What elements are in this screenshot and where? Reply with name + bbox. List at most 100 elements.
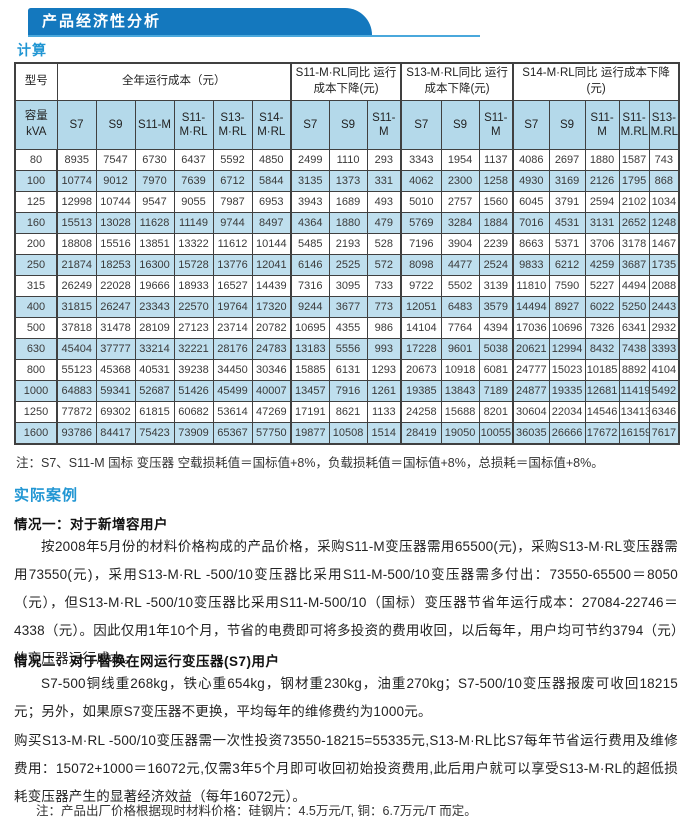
cost-value-cell: 1884 xyxy=(478,212,514,234)
cost-value-cell: 20673 xyxy=(400,359,442,381)
cost-value-cell: 479 xyxy=(366,212,402,234)
cost-value-cell: 528 xyxy=(366,233,402,255)
cost-value-cell: 7016 xyxy=(512,212,550,234)
cost-value-cell: 1133 xyxy=(366,401,402,423)
cost-value-cell: 6712 xyxy=(212,170,253,192)
cost-value-cell: 15728 xyxy=(173,254,214,276)
cost-value-cell: 13413 xyxy=(618,401,650,423)
cost-value-cell: 40531 xyxy=(134,359,175,381)
capacity-value-cell: 250 xyxy=(14,254,58,276)
cost-value-cell: 47269 xyxy=(251,401,292,423)
col-header-model: 型号 xyxy=(14,62,58,101)
cost-value-cell: 4259 xyxy=(584,254,620,276)
cost-value-cell: 13843 xyxy=(440,380,480,402)
case2-body-2: 购买S13-M·RL -500/10变压器需一次性投资73550-18215=5… xyxy=(14,733,678,804)
cost-value-cell: 5769 xyxy=(400,212,442,234)
cost-value-cell: 3131 xyxy=(584,212,620,234)
cost-value-cell: 7316 xyxy=(290,275,330,297)
sub-column-header: S13-M.RL xyxy=(648,100,680,150)
cost-value-cell: 27123 xyxy=(173,317,214,339)
cost-value-cell: 9547 xyxy=(134,191,175,213)
capacity-value-cell: 500 xyxy=(14,317,58,339)
capacity-value-cell: 400 xyxy=(14,296,58,318)
capacity-label: 容量 xyxy=(24,110,48,123)
cost-value-cell: 45404 xyxy=(56,338,97,360)
cost-value-cell: 7196 xyxy=(400,233,442,255)
table-row: 250 21874 18253 16300 15728 13776 12041 6146 252… xyxy=(14,254,680,276)
cost-value-cell: 2697 xyxy=(548,149,586,171)
cost-value-cell: 15023 xyxy=(548,359,586,381)
cost-value-cell: 60682 xyxy=(173,401,214,423)
cost-value-cell: 11149 xyxy=(173,212,214,234)
cost-value-cell: 7189 xyxy=(478,380,514,402)
cost-value-cell: 4494 xyxy=(618,275,650,297)
cost-value-cell: 8621 xyxy=(328,401,368,423)
cost-value-cell: 3687 xyxy=(618,254,650,276)
cost-value-cell: 6483 xyxy=(440,296,480,318)
cost-value-cell: 24877 xyxy=(512,380,550,402)
cost-value-cell: 14494 xyxy=(512,296,550,318)
cost-value-cell: 15513 xyxy=(56,212,97,234)
cost-value-cell: 9722 xyxy=(400,275,442,297)
cost-value-cell: 6081 xyxy=(478,359,514,381)
cost-value-cell: 1258 xyxy=(478,170,514,192)
cost-value-cell: 2524 xyxy=(478,254,514,276)
capacity-value-cell: 1000 xyxy=(14,380,58,402)
cost-value-cell: 69302 xyxy=(95,401,136,423)
cost-value-cell: 493 xyxy=(366,191,402,213)
cost-value-cell: 8663 xyxy=(512,233,550,255)
section-heading-calc: 计算 xyxy=(17,42,47,58)
cost-value-cell: 17036 xyxy=(512,317,550,339)
cost-value-cell: 2126 xyxy=(584,170,620,192)
col-header-capacity: 容量 kVA xyxy=(14,100,58,150)
cost-value-cell: 2193 xyxy=(328,233,368,255)
capacity-value-cell: 800 xyxy=(14,359,58,381)
capacity-value-cell: 125 xyxy=(14,191,58,213)
cost-value-cell: 18253 xyxy=(95,254,136,276)
cost-value-cell: 7639 xyxy=(173,170,214,192)
capacity-value-cell: 100 xyxy=(14,170,58,192)
cost-value-cell: 7438 xyxy=(618,338,650,360)
cost-value-cell: 24258 xyxy=(400,401,442,423)
cost-value-cell: 7326 xyxy=(584,317,620,339)
cost-value-cell: 22034 xyxy=(548,401,586,423)
cost-value-cell: 1880 xyxy=(328,212,368,234)
cost-value-cell: 9833 xyxy=(512,254,550,276)
subheader-row: 容量 kVA S7 S9 S11-M S11-M·RL S13-M·RL S14-M·RL… xyxy=(14,100,680,150)
table-row: 315 26249 22028 19666 18933 16527 14439 7316 309… xyxy=(14,275,680,297)
cost-value-cell: 8892 xyxy=(618,359,650,381)
cost-value-cell: 22028 xyxy=(95,275,136,297)
cost-value-cell: 7970 xyxy=(134,170,175,192)
capacity-value-cell: 200 xyxy=(14,233,58,255)
cost-value-cell: 33214 xyxy=(134,338,175,360)
table-row: 80 8935 7547 6730 6437 5592 4850 2499 1110 293 334… xyxy=(14,149,680,171)
cost-value-cell: 2525 xyxy=(328,254,368,276)
table-row: 500 37818 31478 28109 27123 23714 20782 10695 43… xyxy=(14,317,680,339)
cost-value-cell: 93786 xyxy=(56,422,97,445)
cost-value-cell: 9055 xyxy=(173,191,214,213)
cost-value-cell: 986 xyxy=(366,317,402,339)
cost-value-cell: 65367 xyxy=(212,422,253,445)
sub-column-header: S9 xyxy=(440,100,480,150)
cost-value-cell: 12681 xyxy=(584,380,620,402)
cost-value-cell: 4531 xyxy=(548,212,586,234)
cost-value-cell: 6146 xyxy=(290,254,330,276)
cost-value-cell: 3791 xyxy=(548,191,586,213)
cost-value-cell: 17320 xyxy=(251,296,292,318)
cost-value-cell: 45368 xyxy=(95,359,136,381)
cost-value-cell: 13457 xyxy=(290,380,330,402)
cost-value-cell: 1261 xyxy=(366,380,402,402)
cost-value-cell: 8201 xyxy=(478,401,514,423)
cost-value-cell: 15885 xyxy=(290,359,330,381)
cost-value-cell: 2300 xyxy=(440,170,480,192)
cost-value-cell: 868 xyxy=(648,170,680,192)
sub-column-header: S11-M xyxy=(134,100,175,150)
cost-value-cell: 3393 xyxy=(648,338,680,360)
cost-value-cell: 4062 xyxy=(400,170,442,192)
sub-column-header: S7 xyxy=(56,100,97,150)
cost-value-cell: 52687 xyxy=(134,380,175,402)
group-header-s14: S14-M·RL同比 运行成本下降(元) xyxy=(512,62,680,101)
cost-value-cell: 9744 xyxy=(212,212,253,234)
cost-value-cell: 3677 xyxy=(328,296,368,318)
cost-value-cell: 11628 xyxy=(134,212,175,234)
